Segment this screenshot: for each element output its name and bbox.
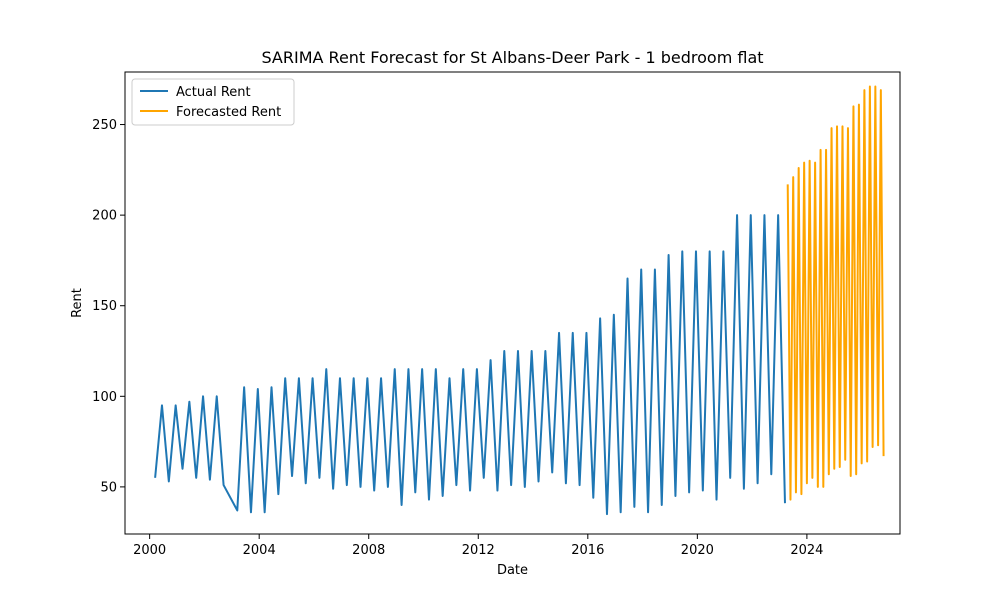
- y-axis: 50 100 150 200 250: [92, 118, 125, 495]
- series-line-forecasted-rent: [786, 85, 885, 501]
- legend: Actual Rent Forecasted Rent: [131, 78, 295, 126]
- x-tick-label: 2000: [133, 543, 166, 558]
- y-tick-label: 200: [92, 209, 117, 224]
- x-tick-label: 2020: [681, 543, 714, 558]
- plot-area: [124, 71, 901, 535]
- legend-label-actual-rent: Actual Rent: [176, 85, 251, 100]
- x-axis: 2000 2004 2008 2012 2016 2020 2024: [133, 534, 823, 558]
- x-tick-label: 2012: [462, 543, 495, 558]
- x-tick-label: 2004: [243, 543, 276, 558]
- legend-box: [131, 78, 295, 126]
- series-layer: [154, 85, 885, 516]
- x-tick-label: 2008: [352, 543, 385, 558]
- x-tick-label: 2016: [571, 543, 604, 558]
- x-tick-label: 2024: [790, 543, 823, 558]
- y-tick-label: 100: [92, 390, 117, 405]
- y-tick-label: 150: [92, 299, 117, 314]
- y-axis-label: Rent: [70, 288, 85, 318]
- x-axis-label: Date: [497, 563, 528, 578]
- chart-title: SARIMA Rent Forecast for St Albans-Deer …: [261, 48, 763, 67]
- axes-frame: [124, 71, 901, 535]
- series-line-actual-rent: [154, 214, 786, 516]
- y-tick-label: 50: [100, 480, 117, 495]
- legend-label-forecasted-rent: Forecasted Rent: [176, 105, 281, 120]
- y-tick-label: 250: [92, 118, 117, 133]
